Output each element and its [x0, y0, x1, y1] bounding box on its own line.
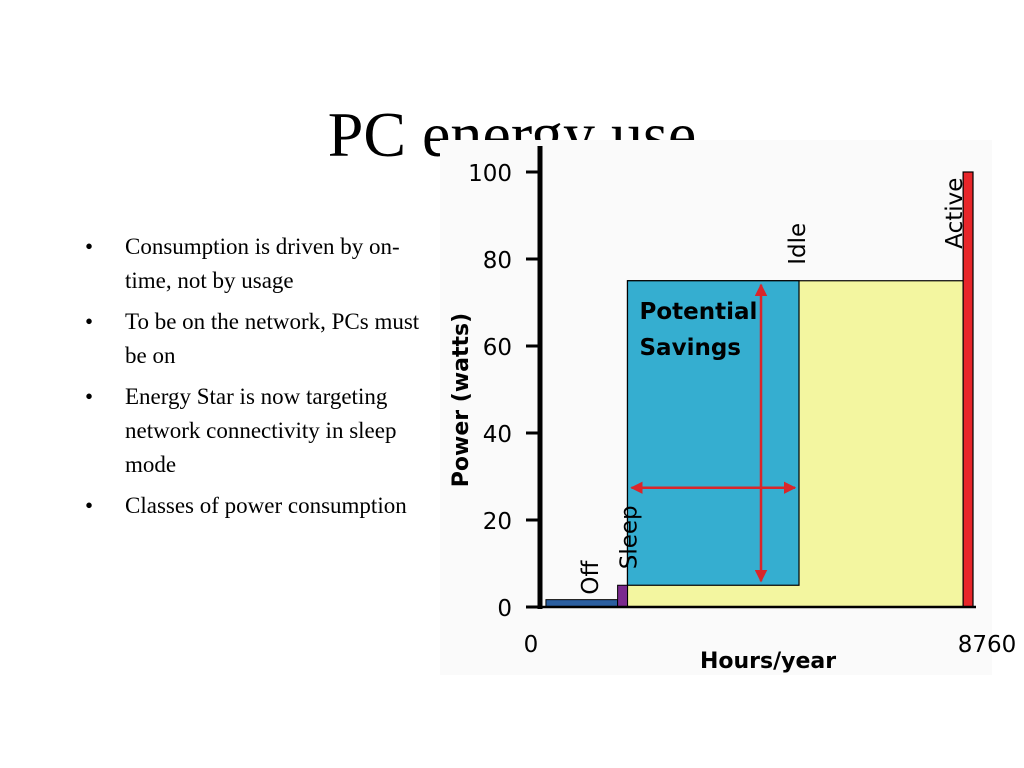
power-chart: 0 20 40 60 80 100 0 8760 Hours/year Power (watts)… — [440, 140, 1016, 675]
state-label-sleep: Sleep — [617, 505, 643, 569]
state-label-idle: Idle — [785, 223, 811, 265]
y-tick-label: 20 — [483, 509, 512, 535]
bullet-item: Classes of power consumption — [85, 489, 445, 523]
y-tick-label: 60 — [483, 335, 512, 361]
savings-label-line-2: Savings — [639, 335, 741, 361]
bullet-list: Consumption is driven by on-time, not by… — [85, 230, 445, 530]
state-label-active: Active — [942, 178, 968, 249]
savings-region — [626, 280, 800, 586]
bullet-item: Consumption is driven by on-time, not by… — [85, 230, 445, 298]
y-axis-label: Power (watts) — [449, 313, 474, 487]
savings-label-line-1: Potential — [639, 299, 757, 325]
x-axis-label: Hours/year — [700, 649, 836, 674]
bullet-item: To be on the network, PCs must be on — [85, 305, 445, 373]
x-tick-label: 8760 — [958, 632, 1017, 658]
bullet-item: Energy Star is now targeting network con… — [85, 380, 445, 482]
y-tick-label: 0 — [497, 596, 512, 622]
state-label-off: Off — [578, 560, 604, 595]
y-tick-label: 80 — [483, 248, 512, 274]
y-tick-label: 100 — [468, 161, 512, 187]
x-tick-label: 0 — [524, 632, 539, 658]
bar-sleep — [617, 584, 628, 608]
y-tick-label: 40 — [483, 422, 512, 448]
